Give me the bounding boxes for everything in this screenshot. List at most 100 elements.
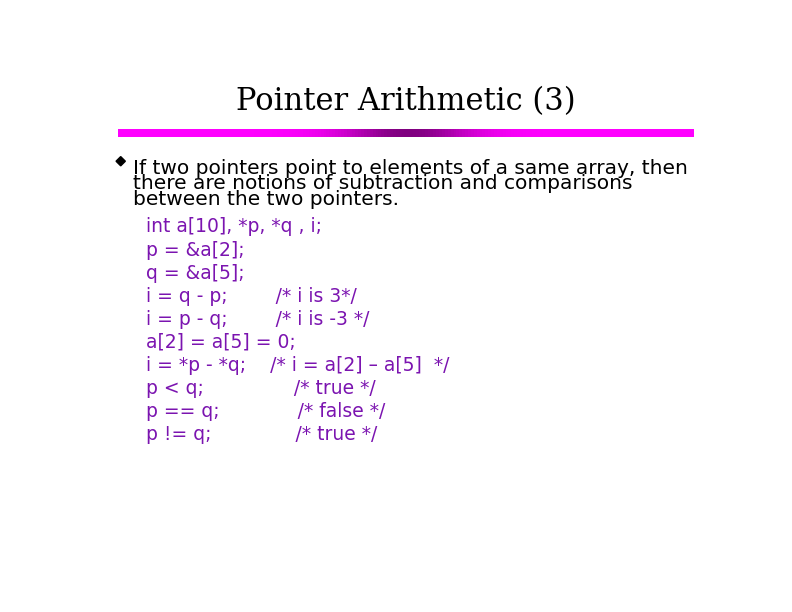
Bar	[668, 129, 671, 136]
Bar	[162, 129, 165, 136]
Text: i = p - q;        /* i is -3 */: i = p - q; /* i is -3 */	[146, 310, 369, 329]
Bar	[558, 129, 561, 136]
Bar	[636, 129, 639, 136]
Bar	[200, 129, 203, 136]
Bar	[367, 129, 370, 136]
Bar	[266, 129, 269, 136]
Bar	[581, 129, 584, 136]
Bar	[685, 129, 688, 136]
Bar	[214, 129, 217, 136]
Bar	[379, 129, 382, 136]
Bar	[673, 129, 676, 136]
Bar	[529, 129, 532, 136]
Bar	[217, 129, 220, 136]
Bar	[295, 129, 298, 136]
Bar	[624, 129, 627, 136]
Bar	[520, 129, 524, 136]
Text: p < q;               /* true */: p < q; /* true */	[146, 379, 375, 398]
Bar	[298, 129, 301, 136]
Bar	[321, 129, 324, 136]
Bar	[535, 129, 538, 136]
Bar	[575, 129, 578, 136]
Bar	[413, 129, 417, 136]
Bar	[257, 129, 261, 136]
Bar	[561, 129, 564, 136]
Bar	[341, 129, 345, 136]
Bar	[300, 129, 303, 136]
Bar	[512, 129, 515, 136]
Bar	[456, 129, 459, 136]
Bar	[223, 129, 226, 136]
Bar	[676, 129, 680, 136]
Bar	[468, 129, 471, 136]
Bar	[494, 129, 497, 136]
Text: Pointer Arithmetic (3): Pointer Arithmetic (3)	[236, 86, 576, 118]
Text: a[2] = a[5] = 0;: a[2] = a[5] = 0;	[146, 333, 295, 352]
Bar	[344, 129, 347, 136]
Bar	[477, 129, 480, 136]
Bar	[338, 129, 341, 136]
Bar	[407, 129, 410, 136]
Bar	[277, 129, 280, 136]
Bar	[234, 129, 238, 136]
Bar	[543, 129, 546, 136]
Bar	[604, 129, 607, 136]
Bar	[508, 129, 512, 136]
Bar	[563, 129, 566, 136]
Bar	[272, 129, 275, 136]
Bar	[156, 129, 159, 136]
Bar	[185, 129, 188, 136]
Text: If two pointers point to elements of a same array, then: If two pointers point to elements of a s…	[133, 159, 688, 178]
Bar	[405, 129, 408, 136]
Bar	[260, 129, 263, 136]
Bar	[167, 129, 171, 136]
Bar	[286, 129, 289, 136]
Bar	[416, 129, 419, 136]
Bar	[205, 129, 208, 136]
Bar	[356, 129, 359, 136]
Bar	[659, 129, 662, 136]
Bar	[182, 129, 185, 136]
Bar	[393, 129, 396, 136]
Bar	[144, 129, 147, 136]
Bar	[127, 129, 131, 136]
Bar	[280, 129, 284, 136]
Bar	[471, 129, 474, 136]
Bar	[439, 129, 443, 136]
Bar	[687, 129, 691, 136]
Text: p = &a[2];: p = &a[2];	[146, 241, 244, 259]
Bar	[451, 129, 454, 136]
Bar	[124, 129, 128, 136]
Bar	[433, 129, 436, 136]
Bar	[191, 129, 194, 136]
Bar	[638, 129, 642, 136]
Bar	[682, 129, 685, 136]
Bar	[274, 129, 278, 136]
Bar	[147, 129, 150, 136]
Bar	[645, 129, 648, 136]
Bar	[647, 129, 650, 136]
Bar	[246, 129, 249, 136]
Bar	[578, 129, 581, 136]
Bar	[679, 129, 682, 136]
Text: between the two pointers.: between the two pointers.	[133, 190, 399, 209]
Text: i = *p - *q;    /* i = a[2] – a[5]  */: i = *p - *q; /* i = a[2] – a[5] */	[146, 356, 449, 375]
Bar	[150, 129, 154, 136]
Bar	[228, 129, 231, 136]
Bar	[118, 129, 122, 136]
Bar	[135, 129, 139, 136]
Bar	[595, 129, 599, 136]
Bar	[165, 129, 168, 136]
Bar	[661, 129, 665, 136]
Bar	[352, 129, 356, 136]
Bar	[485, 129, 489, 136]
Bar	[307, 129, 310, 136]
Bar	[254, 129, 257, 136]
Bar	[587, 129, 590, 136]
Bar	[193, 129, 196, 136]
Bar	[364, 129, 367, 136]
Bar	[196, 129, 200, 136]
Bar	[347, 129, 350, 136]
Bar	[242, 129, 246, 136]
Bar	[630, 129, 633, 136]
